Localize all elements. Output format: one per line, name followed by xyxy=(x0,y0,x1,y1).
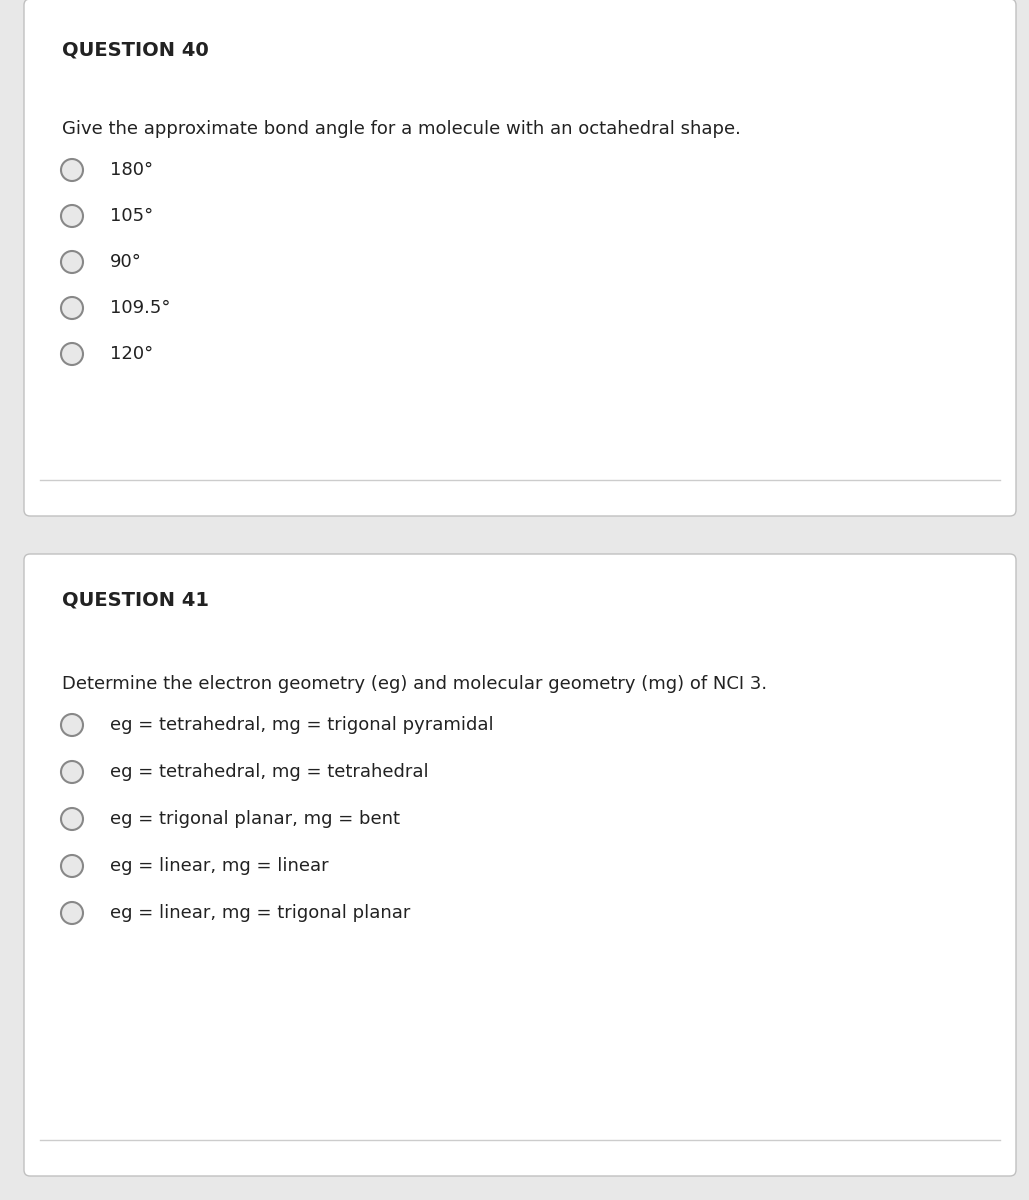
FancyBboxPatch shape xyxy=(24,0,1016,516)
Ellipse shape xyxy=(61,296,83,319)
Text: Determine the electron geometry (eg) and molecular geometry (mg) of NCI 3.: Determine the electron geometry (eg) and… xyxy=(62,674,768,692)
Text: eg = tetrahedral, mg = trigonal pyramidal: eg = tetrahedral, mg = trigonal pyramida… xyxy=(110,716,494,734)
Ellipse shape xyxy=(61,343,83,365)
Text: 120°: 120° xyxy=(110,346,153,362)
Ellipse shape xyxy=(61,251,83,272)
Ellipse shape xyxy=(61,714,83,736)
Text: QUESTION 40: QUESTION 40 xyxy=(62,40,209,59)
Ellipse shape xyxy=(61,902,83,924)
Ellipse shape xyxy=(61,808,83,830)
Text: eg = trigonal planar, mg = bent: eg = trigonal planar, mg = bent xyxy=(110,810,400,828)
Text: 109.5°: 109.5° xyxy=(110,299,171,317)
Text: eg = linear, mg = linear: eg = linear, mg = linear xyxy=(110,857,328,875)
Ellipse shape xyxy=(61,158,83,181)
Ellipse shape xyxy=(61,854,83,877)
Ellipse shape xyxy=(61,205,83,227)
Text: Give the approximate bond angle for a molecule with an octahedral shape.: Give the approximate bond angle for a mo… xyxy=(62,120,741,138)
Text: eg = linear, mg = trigonal planar: eg = linear, mg = trigonal planar xyxy=(110,904,411,922)
Text: QUESTION 41: QUESTION 41 xyxy=(62,590,209,608)
Text: eg = tetrahedral, mg = tetrahedral: eg = tetrahedral, mg = tetrahedral xyxy=(110,763,429,781)
Text: 105°: 105° xyxy=(110,206,153,226)
Text: 90°: 90° xyxy=(110,253,142,271)
Text: 180°: 180° xyxy=(110,161,153,179)
Ellipse shape xyxy=(61,761,83,782)
FancyBboxPatch shape xyxy=(24,554,1016,1176)
